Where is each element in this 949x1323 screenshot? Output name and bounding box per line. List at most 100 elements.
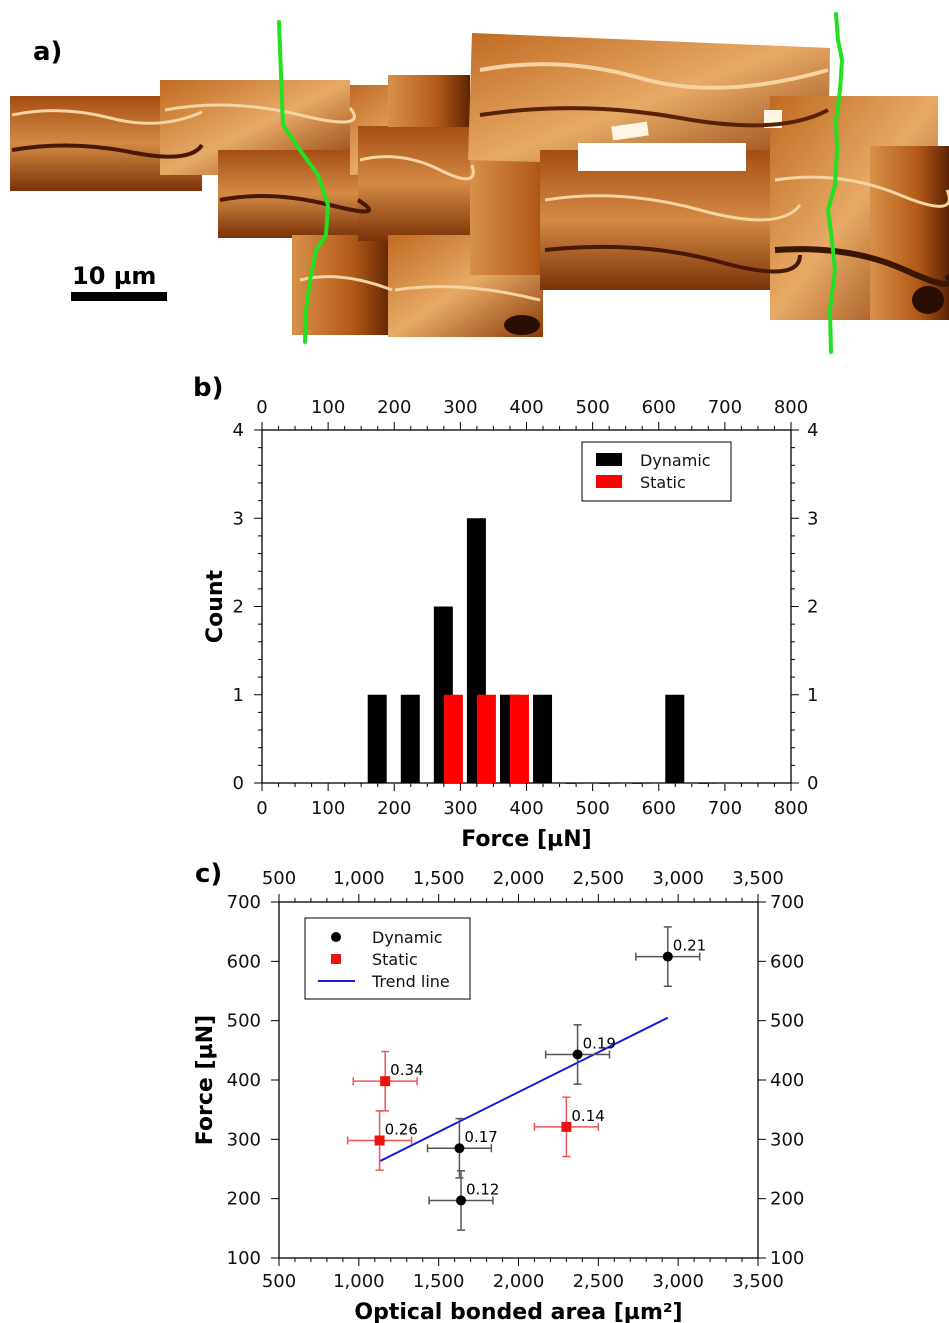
surface-texture [299, 275, 393, 292]
afm-mosaic [10, 33, 949, 337]
x-tick-label: 1,000 [333, 1271, 385, 1292]
surface-texture [11, 109, 203, 125]
afm-tile [358, 126, 473, 241]
y-axis-title: Count [203, 569, 228, 643]
x-tick-label-top: 600 [642, 397, 676, 418]
surface-texture [544, 244, 802, 274]
y-tick-label: 1 [233, 685, 244, 706]
boundary-line-left [277, 20, 331, 344]
surface-texture [164, 103, 356, 124]
x-tick-label-top: 3,000 [652, 868, 704, 889]
y-tick-label-right: 200 [770, 1189, 804, 1210]
dark-spot [912, 286, 944, 314]
x-tick-label: 300 [443, 798, 477, 819]
y-tick-label-right: 300 [770, 1129, 804, 1150]
afm-tile [218, 150, 358, 238]
x-tick-label: 100 [311, 798, 345, 819]
y-tick-label-right: 600 [770, 951, 804, 972]
x-tick-label-top: 2,500 [573, 868, 625, 889]
trend-line [379, 1016, 669, 1163]
x-tick-label-top: 500 [575, 397, 609, 418]
x-tick-label: 700 [708, 798, 742, 819]
surface-texture [774, 246, 949, 287]
bar-static [675, 783, 695, 784]
x-tick-label-top: 0 [256, 397, 267, 418]
bar-static [642, 783, 662, 784]
x-tick-label: 2,000 [493, 1271, 545, 1292]
legend-label-static: Static [372, 950, 418, 969]
x-tick-label-top: 3,500 [732, 868, 784, 889]
bar-dynamic [698, 783, 718, 784]
bar-dynamic [400, 694, 420, 783]
x-tick-label: 0 [256, 798, 267, 819]
point-annotation: 0.14 [571, 1107, 604, 1125]
y-tick-label: 2 [233, 597, 244, 618]
bar-static [576, 783, 596, 784]
surface-texture [394, 285, 541, 302]
point-annotation: 0.17 [464, 1128, 497, 1146]
x-tick-label-top: 800 [774, 397, 808, 418]
point-annotation: 0.19 [583, 1034, 616, 1052]
legend-swatch-dynamic [596, 453, 622, 466]
x-tick-label-top: 500 [262, 868, 296, 889]
bar-dynamic [566, 783, 586, 784]
point-static [380, 1076, 391, 1087]
afm-tile [468, 33, 830, 170]
x-tick-label: 2,500 [573, 1271, 625, 1292]
image-gap [611, 121, 649, 141]
bar-static [609, 783, 629, 784]
point-annotation: 0.26 [385, 1121, 418, 1139]
bar-static [708, 783, 728, 784]
y-tick-label: 500 [227, 1011, 261, 1032]
legend-box [581, 441, 732, 502]
boundary-line-right [825, 12, 845, 354]
point-annotation: 0.12 [466, 1180, 499, 1198]
x-tick-label-top: 100 [311, 397, 345, 418]
legend: Dynamic Static Trend line [304, 917, 471, 1000]
scalebar [71, 292, 167, 301]
x-tick-label: 500 [575, 798, 609, 819]
point-annotation: 0.21 [673, 937, 706, 955]
x-tick-label-top: 1,000 [333, 868, 385, 889]
y-tick-label-right: 1 [807, 685, 818, 706]
bar-static [377, 783, 397, 784]
y-tick-label-right: 0 [807, 773, 818, 794]
x-tick-label: 400 [509, 798, 543, 819]
point-static [374, 1135, 385, 1146]
bar-static [509, 694, 529, 783]
bar-dynamic [367, 694, 387, 783]
x-tick-label: 3,500 [732, 1271, 784, 1292]
x-tick-label: 600 [642, 798, 676, 819]
y-tick-label-right: 700 [770, 892, 804, 913]
bar-static [476, 694, 496, 783]
panel-b-label: b) [193, 373, 224, 403]
y-tick-label-right: 400 [770, 1070, 804, 1091]
point-dynamic [456, 1195, 467, 1206]
dark-spot [504, 315, 540, 335]
y-tick-label-right: 100 [770, 1248, 804, 1269]
x-tick-label: 3,000 [652, 1271, 704, 1292]
y-tick-label: 300 [227, 1129, 261, 1150]
surface-texture [479, 62, 829, 90]
image-gap [578, 143, 746, 171]
scatter-chart: 500 500 1,000 1,000 1,500 1,500 2,000 2,000 2,50… [193, 868, 804, 1323]
y-tick-label: 400 [227, 1070, 261, 1091]
y-tick-label: 4 [233, 420, 244, 441]
y-tick-label: 600 [227, 951, 261, 972]
bar-dynamic [665, 694, 685, 783]
legend-label-dynamic: Dynamic [372, 928, 443, 947]
x-tick-label-top: 400 [509, 397, 543, 418]
bar-dynamic [533, 694, 553, 783]
y-tick-label: 3 [233, 508, 244, 529]
surface-texture [359, 155, 475, 181]
scalebar-label: 10 µm [72, 262, 156, 290]
x-tick-label-top: 700 [708, 397, 742, 418]
y-tick-label: 700 [227, 892, 261, 913]
point-dynamic [572, 1049, 583, 1060]
bar-dynamic [632, 783, 652, 784]
legend-marker-dynamic [331, 932, 341, 942]
legend-swatch-static [596, 475, 622, 488]
panel-a-label: a) [33, 37, 62, 67]
x-tick-label: 1,500 [413, 1271, 465, 1292]
bar-static [443, 694, 463, 783]
